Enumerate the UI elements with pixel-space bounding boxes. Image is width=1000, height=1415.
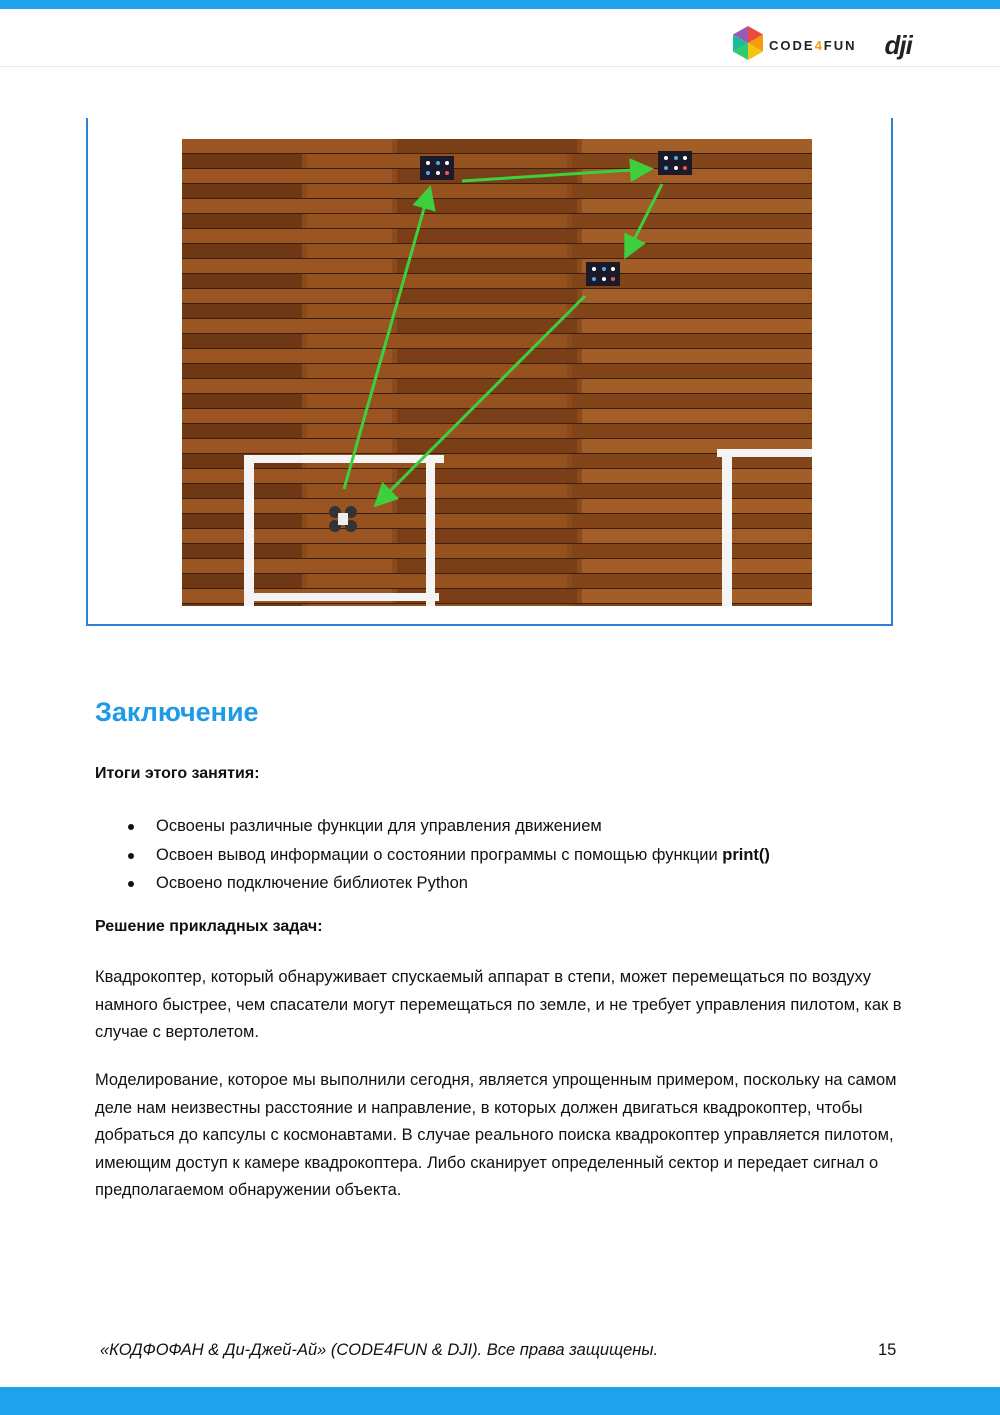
bottom-accent-bar bbox=[0, 1387, 1000, 1415]
figure-frame bbox=[86, 118, 893, 626]
mission-pad-icon bbox=[420, 156, 454, 180]
header-divider bbox=[0, 66, 1000, 67]
section-title: Заключение bbox=[95, 697, 259, 727]
footer-copyright: «КОДФОФАН & Ди-Джей-Ай» (CODE4FUN & DJI)… bbox=[100, 1341, 659, 1359]
list-item: Освоены различные функции для управления… bbox=[95, 812, 770, 841]
list-item: Освоено подключение библиотек Python bbox=[95, 869, 770, 898]
summary-heading: Итоги этого занятия: bbox=[95, 765, 260, 782]
drone-path-photo bbox=[182, 139, 812, 606]
code4fun-wordmark: CODE4FUN bbox=[769, 37, 857, 53]
summary-list: Освоены различные функции для управления… bbox=[95, 812, 770, 898]
top-accent-bar bbox=[0, 0, 1000, 9]
paragraph-1: Квадрокоптер, который обнаруживает спуск… bbox=[95, 968, 902, 1041]
dji-logo: dji bbox=[884, 29, 913, 60]
code4fun-logo-icon bbox=[733, 25, 763, 65]
header-logos: CODE4FUN dji bbox=[733, 25, 913, 65]
list-item: Освоен вывод информации о состоянии прог… bbox=[95, 841, 770, 870]
applied-heading: Решение прикладных задач: bbox=[95, 918, 323, 935]
paragraph-2: Моделирование, которое мы выполнили сего… bbox=[95, 1071, 897, 1199]
page-number: 15 bbox=[878, 1341, 897, 1359]
